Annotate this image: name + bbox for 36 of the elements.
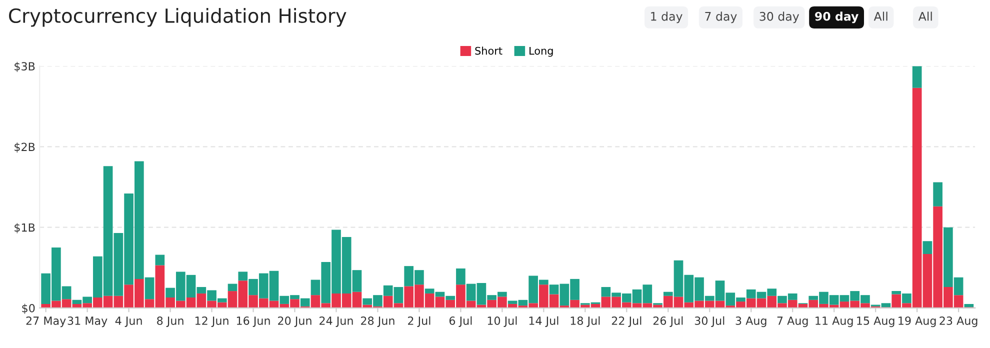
x-tick-label: 7 Aug (777, 316, 808, 328)
x-tick-label: 28 Jun (361, 316, 394, 327)
chart-title: Cryptocurrency Liquidation History (9, 8, 346, 27)
x-tick-label: 20 Jun (278, 316, 312, 327)
x-tick-label: 11 Aug (816, 316, 853, 328)
x-tick-label: 2 Jul (408, 316, 430, 327)
x-tick-label: 24 Jun (320, 316, 353, 327)
x-tick-label: 12 Jun (195, 316, 228, 327)
y-tick-label: $2B (14, 142, 35, 153)
x-tick-label: 10 Jul (488, 316, 517, 327)
x-tick-label: 16 Jun (236, 316, 270, 327)
x-tick-label: 31 May (68, 316, 108, 328)
legend-label: Short (475, 46, 502, 55)
text: 90 day (815, 12, 858, 24)
text: All (874, 12, 888, 21)
x-tick-label: 22 Jul (612, 316, 642, 327)
y-tick-label: $0 (22, 304, 35, 314)
text: 1 day (651, 12, 682, 24)
text: All (918, 12, 932, 21)
x-tick-label: 30 Jul (694, 316, 724, 327)
x-tick-label: 4 Jun (115, 316, 142, 327)
x-tick-label: 14 Jul (529, 316, 558, 327)
y-tick-label: $3B (14, 62, 35, 72)
y-tick-label: $1B (14, 223, 35, 234)
x-tick-label: 3 Aug (736, 316, 766, 328)
x-tick-label: 18 Jul (570, 316, 600, 327)
text: 30 day (760, 12, 800, 24)
legend-label: Long (530, 46, 553, 57)
x-tick-label: 26 Jul (653, 316, 683, 327)
x-tick-label: 27 May (26, 316, 66, 328)
text: 7 day (705, 12, 737, 24)
x-tick-label: 19 Aug (898, 316, 936, 328)
x-tick-label: 8 Jun (157, 316, 184, 327)
x-tick-label: 23 Aug (940, 316, 978, 328)
x-tick-label: 15 Aug (857, 316, 894, 328)
x-tick-label: 6 Jul (449, 316, 472, 327)
